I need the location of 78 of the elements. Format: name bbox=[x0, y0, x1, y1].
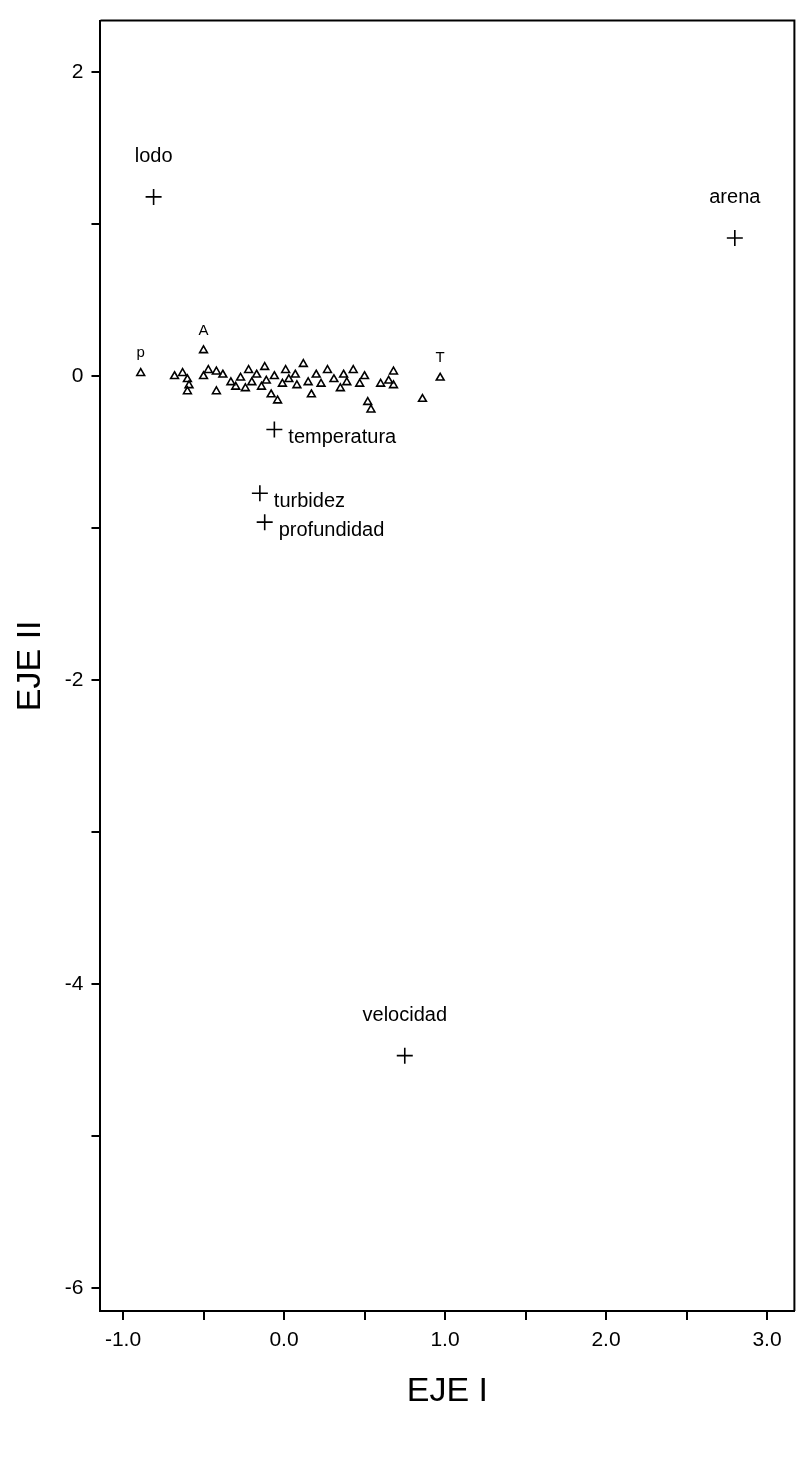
point bbox=[198, 345, 209, 354]
annotation: lodo bbox=[134, 144, 173, 167]
point bbox=[251, 484, 269, 503]
point bbox=[388, 366, 399, 375]
annotation: velocidad bbox=[362, 1003, 448, 1026]
point bbox=[395, 1046, 414, 1065]
point bbox=[311, 369, 321, 378]
point bbox=[231, 381, 241, 390]
point bbox=[169, 370, 180, 380]
point bbox=[303, 377, 313, 386]
point bbox=[256, 381, 267, 390]
x-tick-label: 0.0 bbox=[269, 1327, 299, 1351]
point bbox=[184, 380, 194, 389]
point bbox=[235, 372, 246, 381]
point bbox=[306, 389, 317, 398]
point bbox=[322, 364, 333, 374]
point bbox=[272, 395, 283, 404]
point bbox=[417, 393, 428, 403]
point bbox=[177, 367, 188, 377]
point bbox=[136, 367, 146, 377]
annotation: turbidez bbox=[273, 488, 346, 511]
annotation: T bbox=[435, 347, 445, 365]
x-tick-label: -1.0 bbox=[104, 1327, 142, 1351]
point bbox=[261, 375, 271, 384]
point bbox=[277, 378, 288, 387]
point bbox=[366, 404, 376, 413]
point bbox=[329, 374, 339, 383]
x-axis-title: EJE I bbox=[406, 1369, 489, 1408]
point bbox=[342, 377, 352, 386]
point bbox=[363, 396, 373, 406]
point bbox=[348, 364, 358, 374]
point bbox=[247, 377, 257, 386]
point bbox=[203, 364, 214, 374]
point bbox=[284, 374, 294, 383]
point bbox=[316, 378, 326, 387]
x-tick-label: 3.0 bbox=[752, 1327, 782, 1351]
point bbox=[280, 364, 291, 374]
point bbox=[359, 370, 370, 380]
annotation: arena bbox=[709, 185, 762, 208]
point bbox=[182, 386, 193, 395]
point bbox=[226, 377, 236, 386]
point bbox=[260, 361, 270, 371]
y-tick-label: -6 bbox=[64, 1275, 84, 1298]
y-tick-label: -2 bbox=[64, 667, 84, 691]
point bbox=[211, 366, 222, 375]
point bbox=[255, 513, 274, 531]
point bbox=[383, 375, 394, 384]
point bbox=[338, 369, 349, 378]
point bbox=[298, 358, 309, 368]
annotation: p bbox=[136, 343, 145, 361]
annotation: profundidad bbox=[278, 517, 385, 540]
point bbox=[375, 378, 386, 387]
point bbox=[290, 369, 300, 378]
point bbox=[354, 378, 365, 387]
point bbox=[435, 372, 445, 381]
y-axis-title: EJE II bbox=[8, 620, 47, 712]
y-tick-label: -4 bbox=[64, 971, 84, 995]
point bbox=[218, 369, 228, 378]
point bbox=[240, 383, 251, 392]
x-tick-label: 2.0 bbox=[591, 1327, 621, 1351]
point bbox=[198, 370, 209, 380]
point bbox=[388, 380, 399, 389]
point bbox=[251, 369, 262, 378]
point bbox=[335, 383, 346, 392]
y-tick-label: 0 bbox=[71, 363, 84, 387]
annotation: temperatura bbox=[288, 424, 398, 447]
x-tick-label: 1.0 bbox=[430, 1327, 460, 1351]
point bbox=[243, 364, 254, 374]
point bbox=[266, 389, 276, 398]
point bbox=[269, 370, 280, 380]
point bbox=[144, 188, 163, 206]
point bbox=[726, 229, 744, 247]
annotation: A bbox=[198, 320, 209, 338]
point bbox=[182, 374, 193, 383]
point bbox=[265, 420, 284, 439]
point bbox=[211, 386, 222, 395]
point bbox=[292, 380, 302, 389]
y-tick-label: 2 bbox=[71, 59, 84, 83]
